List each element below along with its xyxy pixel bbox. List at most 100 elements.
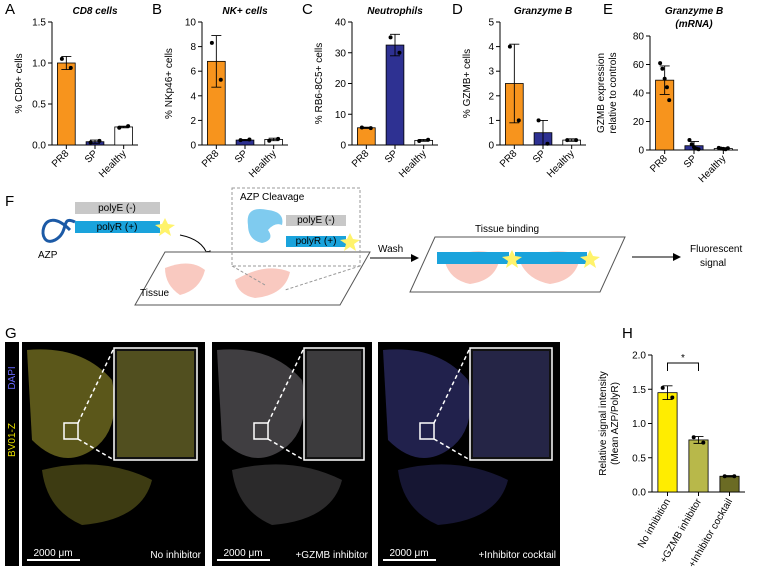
inset-signal <box>117 351 194 457</box>
y-tick-label: 40 <box>633 89 645 100</box>
error-bar <box>662 385 673 400</box>
polyr-bar <box>286 236 346 247</box>
y-tick-label: 1.0 <box>632 419 646 430</box>
chart-title: Granzyme B <box>665 6 723 17</box>
data-point <box>68 65 73 70</box>
chart-title: NK+ cells <box>222 6 268 17</box>
y-axis-label: Relative signal intensity <box>598 371 609 476</box>
data-point <box>267 138 272 143</box>
error-bar <box>211 35 222 88</box>
data-point <box>117 125 122 130</box>
tissue-signal <box>398 464 508 525</box>
panel-letter: A <box>5 1 15 18</box>
data-point <box>126 124 131 129</box>
y-tick-label: 4 <box>190 91 196 102</box>
fluorophore <box>502 250 522 268</box>
y-tick-label: 1 <box>488 116 494 127</box>
x-tick-label: PR8 <box>648 153 670 175</box>
y-axis-label: % GZMB+ cells <box>462 49 473 118</box>
label: Tissue binding <box>475 224 539 235</box>
data-point <box>97 138 102 143</box>
y-tick-label: 0.5 <box>632 453 646 464</box>
data-point <box>664 85 669 90</box>
condition-label: No inhibitor <box>150 550 201 561</box>
y-tick-label: 1.5 <box>632 385 646 396</box>
data-point <box>701 440 706 445</box>
x-tick-label: SP <box>83 148 100 165</box>
bar <box>385 44 405 146</box>
label: Fluorescent <box>690 244 742 255</box>
y-tick-label: 0 <box>340 141 346 152</box>
fluorophore <box>580 250 600 268</box>
bar <box>657 392 678 493</box>
inset <box>469 347 553 461</box>
bar <box>688 439 709 493</box>
error-bar <box>390 33 400 57</box>
x-tick-label: PR8 <box>50 148 72 170</box>
tissue-signal <box>27 349 115 458</box>
data-point <box>507 44 512 49</box>
bar <box>719 475 740 493</box>
data-point <box>689 142 694 147</box>
y-tick-label: 20 <box>335 79 347 90</box>
significance-bracket <box>667 362 699 371</box>
data-point <box>574 138 579 143</box>
label: polyR (+) <box>97 222 138 233</box>
roi <box>419 422 435 440</box>
y-tick-label: 2.0 <box>632 351 646 362</box>
y-tick-label: 0.0 <box>632 488 646 499</box>
label: polyR (+) <box>296 236 337 247</box>
y-tick-label: 60 <box>633 60 645 71</box>
y-axis-label: GZMB expression <box>596 53 607 133</box>
channel-label: BV01-Z <box>7 423 18 457</box>
fluorophore <box>155 218 175 236</box>
polyr-bar <box>437 252 509 264</box>
data-point <box>417 139 422 144</box>
panel-letter: G <box>5 325 17 342</box>
chart-title: Granzyme B <box>514 6 572 17</box>
scale-label: 2000 μm <box>33 548 72 559</box>
zoom-line <box>284 265 361 291</box>
data-point <box>218 77 223 82</box>
inset <box>113 347 198 461</box>
y-tick-label: 40 <box>335 18 347 29</box>
x-tick-label: Healthy <box>697 153 729 185</box>
y-tick-label: 30 <box>335 48 347 59</box>
data-point <box>536 118 541 123</box>
panel-letter: H <box>622 325 633 342</box>
data-point <box>397 50 402 55</box>
significance: * <box>681 353 685 364</box>
data-point <box>426 137 431 142</box>
x-tick-label: Healthy <box>397 148 429 180</box>
y-tick-label: 1.5 <box>32 18 46 29</box>
y-tick-label: 3 <box>488 67 494 78</box>
tissue-signal <box>232 464 342 525</box>
tissue-signal <box>217 349 305 458</box>
error-bar <box>509 43 520 124</box>
channel-label: DAPI <box>7 366 18 389</box>
y-axis-label: % RB6-8C5+ cells <box>314 43 325 124</box>
tissue <box>165 263 205 295</box>
y-tick-label: 80 <box>633 32 645 43</box>
y-axis-label: % NKp46+ cells <box>164 48 175 119</box>
polye-bar <box>286 215 346 226</box>
y-axis-label: (Mean AZP/PolyR) <box>610 382 621 465</box>
y-tick-label: 1.0 <box>32 59 46 70</box>
x-tick-label: Healthy <box>247 148 279 180</box>
data-point <box>691 435 696 440</box>
diagram: polyE (-) polyR (+) AZP Tissue AZP Cleav… <box>38 187 742 306</box>
data-point <box>696 147 701 152</box>
data-point <box>687 138 692 143</box>
inset-signal <box>307 351 361 457</box>
y-axis-label: % CD8+ cells <box>14 53 25 113</box>
label: polyE (-) <box>297 215 335 226</box>
y-tick-label: 6 <box>190 67 196 78</box>
x-tick-label: SP <box>531 148 548 165</box>
data-point <box>209 40 214 45</box>
y-tick-label: 5 <box>488 18 494 29</box>
data-point <box>368 126 373 131</box>
roi <box>253 422 269 440</box>
data-point <box>388 35 393 40</box>
azp-linker <box>41 218 76 243</box>
